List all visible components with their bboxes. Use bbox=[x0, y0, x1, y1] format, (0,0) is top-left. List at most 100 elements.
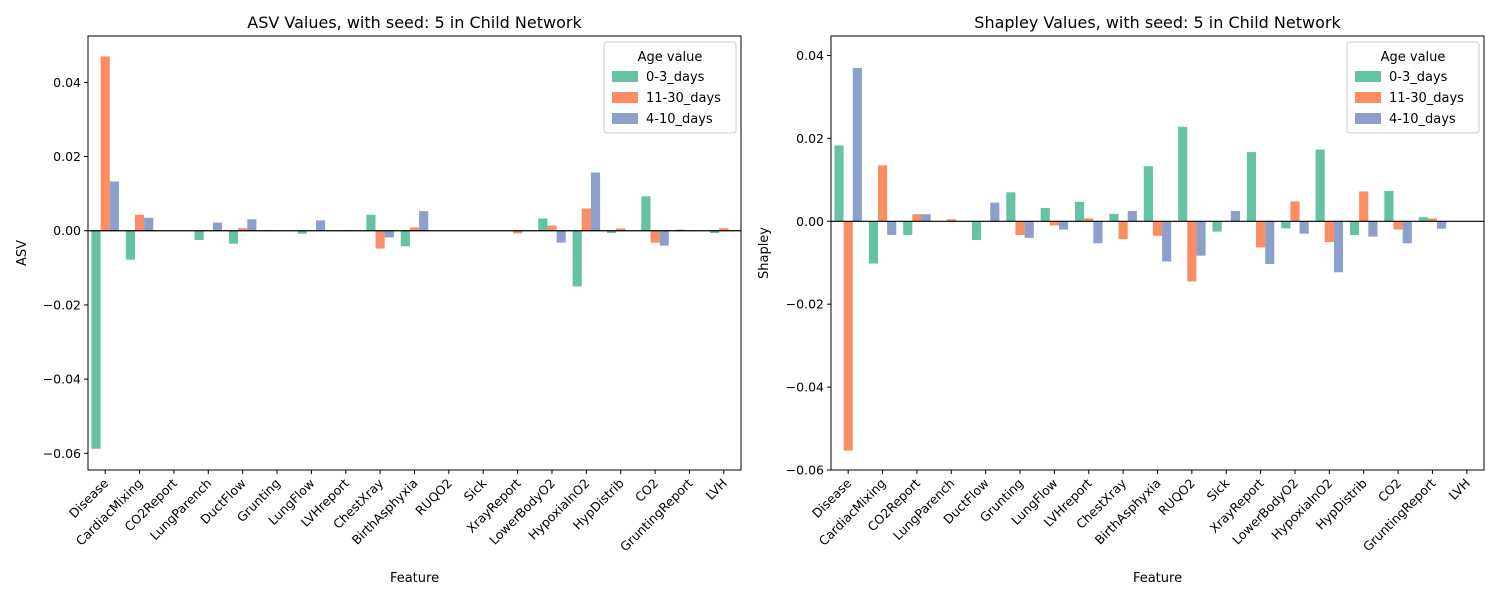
x-axis-label: Feature bbox=[390, 571, 439, 586]
bar-0-3_days-LungFlow bbox=[297, 230, 307, 234]
x-tick-label: LVH bbox=[703, 476, 730, 503]
bar-4-10_days-LVHreport bbox=[1093, 221, 1103, 244]
bar-4-10_days-XrayReport bbox=[1265, 221, 1275, 264]
legend-swatch-0-3_days bbox=[612, 71, 638, 82]
y-tick-label: 0.02 bbox=[53, 149, 81, 164]
y-tick-label: −0.06 bbox=[786, 463, 824, 478]
bar-4-10_days-Grunting bbox=[1024, 221, 1034, 238]
bar-11-30_days-ChestXray bbox=[375, 230, 385, 249]
bar-4-10_days-LowerBodyO2 bbox=[1299, 221, 1309, 234]
bar-4-10_days-HypDistrib bbox=[1368, 221, 1378, 237]
bar-0-3_days-ChestXray bbox=[366, 214, 376, 231]
y-tick-label: 0.04 bbox=[53, 75, 81, 90]
bar-11-30_days-CO2Report bbox=[912, 214, 922, 222]
y-tick-label: 0.00 bbox=[796, 214, 824, 229]
legend-label-11-30_days: 11-30_days bbox=[1389, 91, 1464, 106]
bar-4-10_days-CardiacMixing bbox=[144, 217, 154, 231]
y-tick-label: −0.04 bbox=[786, 380, 824, 395]
x-tick-label: RUQO2 bbox=[412, 476, 455, 519]
x-tick-label: LVH bbox=[1446, 476, 1473, 503]
bar-11-30_days-HypoxiaInO2 bbox=[1324, 221, 1334, 243]
bar-11-30_days-LungFlow bbox=[1049, 221, 1059, 226]
bar-0-3_days-CO2Report bbox=[903, 221, 913, 235]
bar-11-30_days-Grunting bbox=[1015, 221, 1025, 235]
bar-0-3_days-LowerBodyO2 bbox=[1281, 221, 1291, 229]
legend-box bbox=[603, 41, 737, 134]
bar-0-3_days-LungFlow bbox=[1040, 208, 1050, 222]
legend: Age value 0-3_days 11-30_days 4-10_days bbox=[603, 41, 737, 134]
x-tick-label: Sick bbox=[461, 475, 490, 504]
bar-4-10_days-Disease bbox=[109, 181, 119, 231]
bar-0-3_days-HypoxiaInO2 bbox=[572, 230, 582, 287]
bar-4-10_days-LungParench bbox=[212, 222, 223, 231]
bar-0-3_days-CardiacMixing bbox=[868, 221, 878, 264]
bar-4-10_days-BirthAsphyxia bbox=[1162, 221, 1172, 262]
legend-swatch-11-30_days bbox=[612, 92, 638, 103]
bar-4-10_days-ChestXray bbox=[384, 230, 394, 238]
bar-11-30_days-Disease bbox=[843, 221, 853, 451]
bar-4-10_days-HypoxiaInO2 bbox=[1333, 221, 1344, 273]
bar-4-10_days-CardiacMixing bbox=[887, 221, 897, 235]
bar-11-30_days-LVH bbox=[719, 228, 729, 231]
bar-0-3_days-Sick bbox=[1212, 221, 1222, 232]
chart-panel-2: −0.06−0.04−0.020.000.020.04DiseaseCardia… bbox=[757, 13, 1485, 586]
x-tick-label: CO2 bbox=[1375, 476, 1404, 505]
bar-0-3_days-CO2 bbox=[1384, 191, 1394, 222]
bar-0-3_days-HypDistrib bbox=[1349, 221, 1360, 235]
legend-swatch-4-10_days bbox=[1355, 113, 1381, 124]
bar-4-10_days-CO2 bbox=[1402, 221, 1412, 244]
bar-11-30_days-HypoxiaInO2 bbox=[581, 208, 591, 231]
bar-11-30_days-CO2 bbox=[650, 230, 660, 243]
y-tick-label: −0.04 bbox=[43, 372, 81, 387]
y-axis-label: Shapley bbox=[757, 227, 772, 279]
bar-0-3_days-CardiacMixing bbox=[125, 230, 135, 260]
y-tick-label: 0.04 bbox=[796, 48, 824, 63]
bar-4-10_days-ChestXray bbox=[1127, 210, 1137, 222]
bar-11-30_days-BirthAsphyxia bbox=[1152, 221, 1163, 236]
bar-4-10_days-LungFlow bbox=[315, 220, 326, 231]
y-tick-label: −0.06 bbox=[43, 446, 81, 461]
legend-swatch-4-10_days bbox=[612, 113, 638, 124]
chart-title: ASV Values, with seed: 5 in Child Networ… bbox=[247, 13, 582, 32]
legend-label-4-10_days: 4-10_days bbox=[646, 112, 713, 127]
bar-11-30_days-XrayReport bbox=[513, 230, 523, 234]
bar-0-3_days-Disease bbox=[91, 230, 101, 449]
x-axis-label: Feature bbox=[1133, 571, 1182, 586]
bar-11-30_days-LungParench bbox=[946, 219, 956, 222]
bar-11-30_days-ChestXray bbox=[1118, 221, 1128, 240]
bar-0-3_days-CO2 bbox=[641, 196, 651, 231]
bar-0-3_days-LungParench bbox=[194, 230, 204, 241]
bar-11-30_days-LVHreport bbox=[1084, 218, 1094, 222]
bar-11-30_days-LowerBodyO2 bbox=[1290, 201, 1300, 222]
legend-swatch-0-3_days bbox=[1355, 71, 1381, 82]
y-axis-label: ASV bbox=[15, 240, 30, 266]
bar-11-30_days-XrayReport bbox=[1256, 221, 1266, 248]
legend-swatch-11-30_days bbox=[1355, 92, 1381, 103]
bar-0-3_days-BirthAsphyxia bbox=[400, 230, 410, 247]
bar-4-10_days-HypoxiaInO2 bbox=[590, 172, 601, 231]
legend-box bbox=[1346, 41, 1480, 134]
bar-0-3_days-GruntingReport bbox=[1418, 217, 1428, 222]
bar-4-10_days-DuctFlow bbox=[247, 219, 257, 231]
bar-0-3_days-BirthAsphyxia bbox=[1143, 166, 1153, 222]
bar-4-10_days-LowerBodyO2 bbox=[556, 230, 566, 243]
x-tick-label: RUQO2 bbox=[1155, 476, 1198, 519]
legend-label-0-3_days: 0-3_days bbox=[646, 70, 705, 85]
bar-0-3_days-Grunting bbox=[1006, 192, 1016, 222]
bar-4-10_days-GruntingReport bbox=[1437, 221, 1447, 229]
bar-11-30_days-LowerBodyO2 bbox=[547, 225, 557, 231]
bar-11-30_days-RUQO2 bbox=[1187, 221, 1197, 282]
bar-0-3_days-LowerBodyO2 bbox=[538, 218, 548, 231]
x-tick-label: Sick bbox=[1204, 475, 1233, 504]
bar-0-3_days-Disease bbox=[834, 145, 844, 222]
legend-title: Age value bbox=[1381, 50, 1446, 65]
bar-11-30_days-BirthAsphyxia bbox=[409, 227, 420, 231]
bar-4-10_days-BirthAsphyxia bbox=[419, 211, 429, 231]
bar-4-10_days-Sick bbox=[1230, 210, 1240, 222]
bar-0-3_days-XrayReport bbox=[1246, 152, 1257, 222]
bar-0-3_days-LVHreport bbox=[1075, 201, 1085, 222]
bar-11-30_days-Disease bbox=[100, 56, 110, 231]
bar-4-10_days-RUQO2 bbox=[1196, 221, 1206, 256]
bar-11-30_days-DuctFlow bbox=[238, 228, 248, 231]
